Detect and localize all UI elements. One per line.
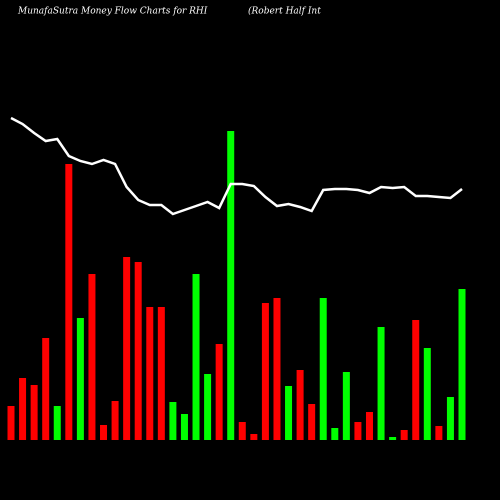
bar	[354, 422, 362, 440]
bar	[319, 298, 327, 440]
bar	[134, 262, 142, 440]
bar	[76, 318, 84, 440]
bar	[157, 307, 165, 440]
bar	[296, 370, 304, 440]
chart-title: MunafaSutra Money Flow Charts for RHI	[17, 7, 208, 17]
bar	[65, 164, 73, 440]
bar	[423, 348, 431, 440]
bar	[365, 412, 373, 440]
bar	[261, 303, 269, 440]
money-flow-line	[10, 116, 463, 216]
bar	[146, 307, 154, 440]
bar	[250, 434, 258, 440]
bar	[53, 406, 61, 440]
bar	[342, 372, 350, 440]
bar	[412, 320, 420, 440]
bar	[88, 274, 96, 440]
bar	[238, 422, 246, 440]
bar	[192, 274, 200, 440]
bar	[169, 402, 177, 440]
bar	[180, 414, 188, 440]
bar	[30, 385, 38, 440]
bar	[377, 327, 385, 440]
bar	[435, 426, 443, 440]
bar	[7, 406, 15, 440]
bar	[273, 298, 281, 440]
bar	[389, 437, 397, 440]
bar	[227, 131, 235, 440]
bar	[215, 344, 223, 440]
bar	[19, 378, 27, 440]
bar	[400, 430, 408, 440]
bar	[204, 374, 212, 440]
bar	[285, 386, 293, 440]
bar	[123, 257, 131, 440]
bar	[458, 289, 466, 440]
bar	[331, 428, 339, 440]
bar	[42, 338, 50, 440]
bar	[446, 397, 454, 440]
bar	[308, 404, 316, 440]
bar	[111, 401, 119, 440]
chart-subtitle: (Robert Half Int	[248, 6, 321, 17]
bar	[100, 425, 108, 440]
